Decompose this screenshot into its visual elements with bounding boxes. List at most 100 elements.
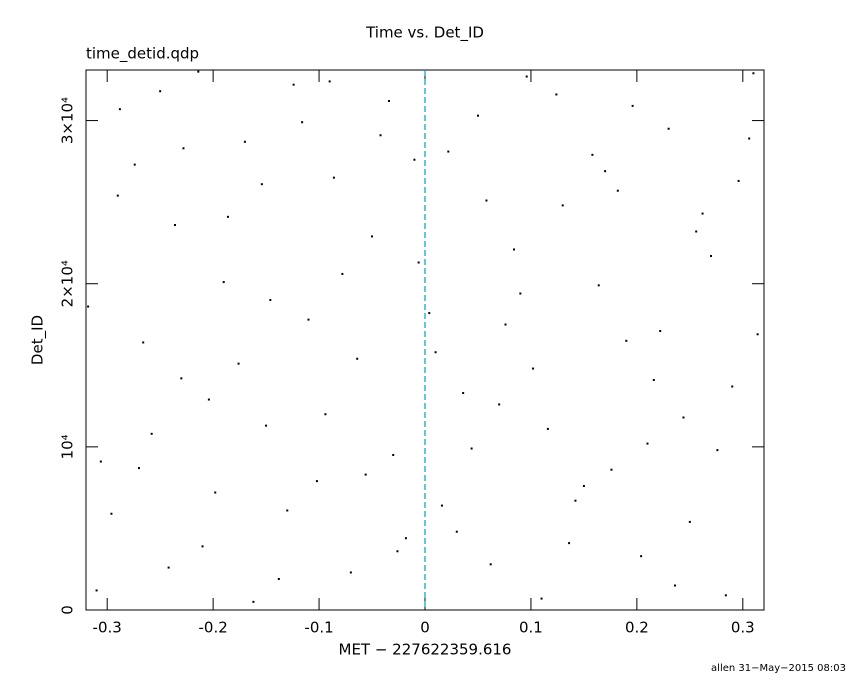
point [688,520,691,523]
point [476,114,479,117]
point [525,75,528,78]
point [591,153,594,156]
point [332,176,335,179]
point [315,480,318,483]
point [519,292,522,295]
chart-title: Time vs. Det_ID [365,24,484,43]
point [269,299,272,302]
point [356,357,359,360]
point [87,305,90,308]
point [462,392,465,395]
point [116,194,119,197]
x-tick-label: 0.3 [731,619,755,637]
point [646,442,649,445]
point [292,83,295,86]
point [695,230,698,233]
point [504,323,507,326]
point [167,566,170,569]
point [710,254,713,257]
point [133,163,136,166]
point [724,594,727,597]
point [512,248,515,251]
point [392,454,395,457]
point [604,170,607,173]
y-tick-label: 10⁴ [59,434,77,459]
point [110,512,113,515]
x-axis-label: MET − 227622359.616 [339,641,512,659]
point [137,467,140,470]
point [546,427,549,430]
point [737,179,740,182]
point [252,600,255,603]
point [748,137,751,140]
point [180,377,183,380]
point [640,555,643,558]
point [201,545,204,548]
point [159,90,162,93]
point [440,504,443,507]
point [417,261,420,264]
point [485,199,488,202]
point [222,281,225,284]
point [379,134,382,137]
point [118,108,121,111]
point [226,215,229,218]
point [568,542,571,545]
point [731,385,734,388]
point [404,537,407,540]
point [95,589,98,592]
y-axis-label: Det_ID [29,315,48,365]
point [716,449,719,452]
point [447,150,450,153]
x-tick-label: 0.1 [519,619,543,637]
point [277,578,280,581]
point [197,70,200,73]
point [99,460,102,463]
x-tick-label: 0 [420,619,430,637]
y-tick-label: 3×10⁴ [59,97,77,144]
point [371,235,374,238]
point [756,333,759,336]
point [555,93,558,96]
x-tick-label: -0.2 [198,619,227,637]
point [173,223,176,226]
point [387,99,390,102]
point [631,104,634,107]
point [625,339,628,342]
point [396,550,399,553]
point [341,272,344,275]
point [307,318,310,321]
point [265,424,268,427]
point [489,563,492,566]
x-tick-label: 0.2 [625,619,649,637]
point [364,473,367,476]
point [582,485,585,488]
point [540,597,543,600]
point [752,72,755,75]
point [328,80,331,83]
point [237,362,240,365]
point [413,158,416,161]
point [674,584,677,587]
point [286,509,289,512]
point [667,127,670,130]
point [682,416,685,419]
y-tick-label: 2×10⁴ [59,260,77,307]
point [349,571,352,574]
point [455,530,458,533]
point [574,499,577,502]
point [659,330,662,333]
point [243,140,246,143]
point [616,189,619,192]
point [260,183,263,186]
point [428,312,431,315]
point [701,212,704,215]
x-tick-label: -0.1 [304,619,333,637]
y-tick-label: 0 [59,605,77,615]
point [324,413,327,416]
point [142,341,145,344]
point [652,378,655,381]
point [597,284,600,287]
point [434,351,437,354]
